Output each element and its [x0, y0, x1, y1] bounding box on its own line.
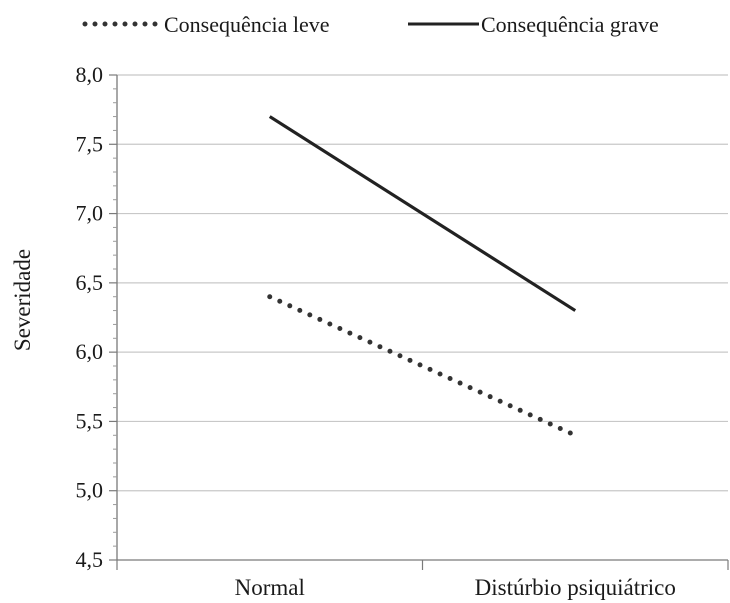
y-tick-label: 5,5 — [76, 408, 104, 433]
y-axis-title: Severidade — [10, 249, 35, 351]
y-tick-label: 8,0 — [76, 62, 104, 87]
legend: Consequência leve Consequência grave — [82, 12, 659, 37]
y-tick-label: 6,0 — [76, 339, 104, 364]
y-tick-label: 5,0 — [76, 478, 104, 503]
y-tick-label: 7,5 — [76, 131, 104, 156]
y-tick-label: 7,0 — [76, 201, 104, 226]
data-series — [267, 115, 578, 438]
y-tick-label: 6,5 — [76, 270, 104, 295]
x-category-label: Normal — [235, 575, 305, 600]
legend-label-2: Consequência grave — [481, 12, 659, 37]
y-tick-label: 4,5 — [76, 547, 104, 572]
x-category-label: Distúrbio psiquiátrico — [475, 575, 676, 600]
series-line-2 — [268, 115, 577, 312]
legend-label-1: Consequência leve — [164, 12, 330, 37]
x-axis-categories: Normal Distúrbio psiquiátrico — [116, 560, 729, 600]
series-line-1 — [267, 294, 578, 438]
axes — [116, 75, 728, 561]
gridlines — [117, 74, 728, 492]
y-axis-ticks: 4,5 5,0 5,5 6,0 6,5 7,0 7,5 8,0 — [76, 62, 117, 572]
